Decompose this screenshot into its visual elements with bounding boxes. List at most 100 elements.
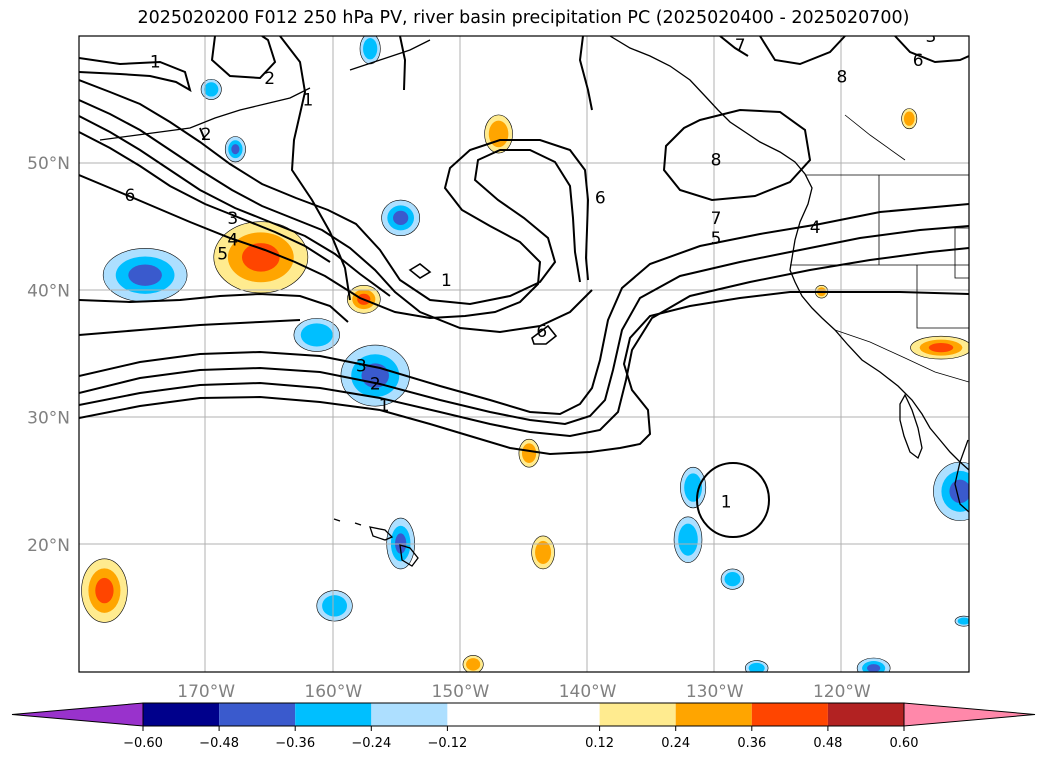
- colorbar-cell: [371, 703, 448, 726]
- contour-label: 7: [735, 36, 746, 56]
- colorbar-cell: [675, 703, 752, 726]
- precip-level: [903, 111, 915, 126]
- lon-label: 140°W: [559, 682, 617, 702]
- precip-anomaly-blue-bottom-east: [856, 657, 891, 672]
- map-frame: [78, 35, 970, 673]
- coastlines: [99, 36, 969, 567]
- map-title: 2025020200 F012 250 hPa PV, river basin …: [137, 8, 910, 28]
- longitude-labels: 170°W 160°W 150°W 140°W 130°W 120°W: [177, 682, 871, 702]
- pv-contours: [79, 36, 969, 538]
- precip-anomaly-orange-19N: [531, 535, 555, 570]
- precip-level: [521, 443, 537, 464]
- precip-level: [95, 577, 114, 604]
- contour-label: 1: [441, 271, 452, 291]
- colorbar-tick-label: 0.60: [890, 736, 919, 751]
- precip-anomaly-orange-southwest-us: [910, 335, 969, 360]
- precip-level: [322, 595, 348, 617]
- contour-label: 6: [536, 322, 547, 342]
- colorbar-cell: [447, 703, 600, 726]
- colorbar-tick-label: 0.24: [661, 736, 690, 751]
- contour-label: 4: [810, 218, 821, 238]
- lon-label: 160°W: [304, 682, 362, 702]
- precip-level: [724, 572, 741, 587]
- contour-label: 6: [595, 189, 606, 209]
- lon-label: 170°W: [177, 682, 235, 702]
- colorbar-tick-label: −0.24: [351, 736, 391, 751]
- colorbar-cell: [143, 703, 220, 726]
- precip-anomaly-red-west-17N: [81, 558, 128, 623]
- precip-level: [748, 662, 765, 672]
- lon-label: 130°W: [686, 682, 744, 702]
- contour-label: 5: [711, 229, 722, 249]
- precip-anomaly-fills: [81, 36, 969, 672]
- precip-level: [678, 523, 698, 556]
- precip-level: [231, 144, 240, 155]
- colorbar-tick-label: 0.48: [813, 736, 842, 751]
- contour-label: 3: [356, 356, 367, 376]
- precip-anomaly-blue-25N-east: [680, 466, 707, 509]
- colorbar-tick-label: −0.48: [199, 736, 239, 751]
- precip-level: [928, 343, 954, 353]
- contour-label: 3: [925, 27, 936, 47]
- precip-anomaly-blue-14N-east: [954, 615, 969, 627]
- contour-label: 1: [150, 52, 161, 72]
- colorbar: −0.60 −0.48 −0.36 −0.24 −0.12 0.12 0.24 0.36 0.4…: [11, 702, 1036, 751]
- precip-level: [957, 617, 969, 625]
- precip-anomaly-blue-20N-east: [673, 516, 703, 563]
- precip-anomaly-blue-mexico: [933, 461, 969, 521]
- colorbar-tick-label: −0.60: [123, 736, 163, 751]
- colorbar-frame: [142, 702, 905, 727]
- colorbar-cell: [295, 703, 372, 726]
- contour-label: 8: [836, 68, 847, 88]
- precip-anomaly-blue-46N: [381, 199, 421, 237]
- contour-label: 1: [302, 91, 313, 111]
- precip-level: [363, 38, 378, 60]
- colorbar-tick-label: −0.12: [427, 736, 467, 751]
- contour-label: 6: [913, 51, 924, 71]
- colorbar-cell: [751, 703, 828, 726]
- borders: [790, 114, 969, 383]
- lat-label: 20°N: [27, 536, 70, 556]
- lat-label: 30°N: [27, 409, 70, 429]
- lat-label: 40°N: [27, 281, 70, 301]
- precip-anomaly-blue-alaska: [359, 36, 381, 65]
- contour-label: 4: [227, 231, 238, 251]
- contour-label: 2: [370, 374, 381, 394]
- precip-anomaly-blue-51N: [224, 136, 246, 163]
- contour-label: 5: [217, 245, 228, 265]
- precip-level: [466, 658, 481, 671]
- contour-label: 1: [721, 493, 732, 513]
- precip-level: [867, 664, 881, 672]
- colorbar-extend-left: [11, 702, 144, 727]
- precip-level: [300, 323, 333, 347]
- precip-anomaly-orange-54N-east: [901, 108, 918, 130]
- precip-anomaly-blue-36N: [293, 318, 340, 352]
- precip-anomaly-blue-bottom-mid: [744, 660, 769, 672]
- contour-label: 7: [711, 209, 722, 229]
- contour-label: 1: [379, 396, 390, 416]
- precip-level: [393, 210, 409, 226]
- contour-label: 3: [227, 209, 238, 229]
- contour-label: 6: [124, 186, 135, 206]
- colorbar-tick-label: −0.36: [275, 736, 315, 751]
- lon-label: 120°W: [813, 682, 871, 702]
- colorbar-tick-label: 0.36: [737, 736, 766, 751]
- colorbar-cell: [827, 703, 904, 726]
- colorbar-extend-right: [903, 702, 1036, 727]
- precip-level: [949, 479, 969, 504]
- contour-label: 2: [264, 69, 275, 89]
- colorbar-cell: [219, 703, 296, 726]
- contour-label: 8: [711, 150, 722, 170]
- precip-anomaly-orange-53N: [484, 114, 513, 154]
- lon-label: 150°W: [432, 682, 490, 702]
- precip-level: [241, 243, 280, 272]
- precip-anomaly-blue-57N: [200, 78, 222, 100]
- precip-anomaly-orange-bottom: [462, 655, 484, 672]
- precip-level: [535, 540, 552, 565]
- precip-level: [204, 82, 219, 97]
- precip-anomaly-blue-15N: [316, 590, 353, 622]
- colorbar-tick-label: 0.12: [585, 736, 614, 751]
